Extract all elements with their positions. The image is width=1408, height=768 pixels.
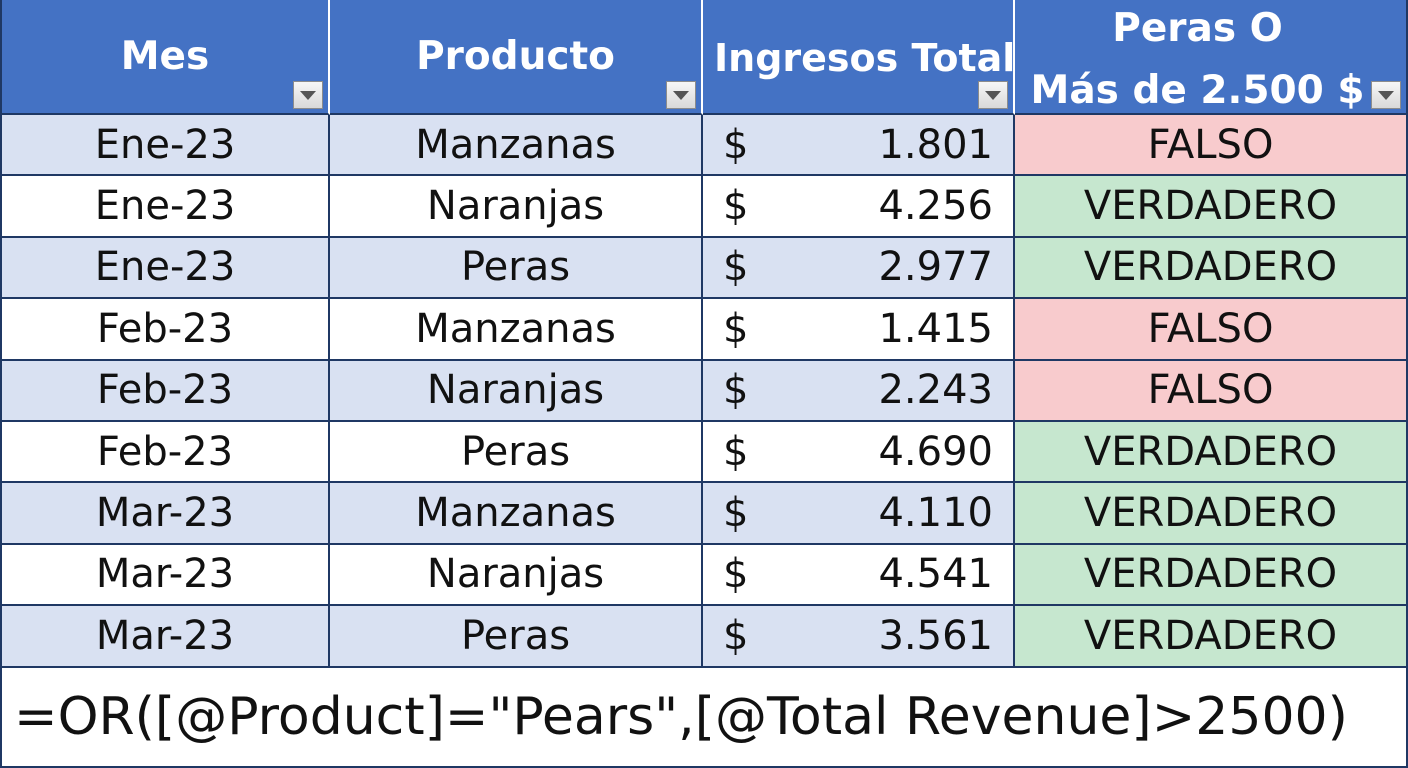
header-mes[interactable]: Mes bbox=[0, 0, 330, 115]
cell-resultado[interactable]: VERDADERO bbox=[1015, 483, 1408, 545]
header-mes-label: Mes bbox=[120, 34, 210, 79]
cell-ingresos[interactable]: $ 4.541 bbox=[703, 544, 1015, 607]
cell-resultado[interactable]: FALSO bbox=[1015, 360, 1408, 422]
ingresos-value: 4.110 bbox=[878, 490, 993, 537]
ingresos-value: 1.415 bbox=[878, 305, 993, 352]
ingresos-value: 2.977 bbox=[878, 244, 993, 291]
header-peras-o-mas[interactable]: Peras O Más de 2.500 $ bbox=[1015, 0, 1408, 115]
cell-ingresos[interactable]: $ 4.110 bbox=[703, 483, 1015, 545]
cell-resultado[interactable]: FALSO bbox=[1015, 299, 1408, 361]
chevron-down-icon bbox=[985, 90, 1001, 100]
cell-mes[interactable]: Mar-23 bbox=[0, 606, 330, 668]
cell-ingresos[interactable]: $ 2.243 bbox=[703, 360, 1015, 422]
cell-producto[interactable]: Peras bbox=[330, 421, 703, 484]
cell-mes[interactable]: Ene-23 bbox=[0, 237, 330, 300]
ingresos-value: 4.541 bbox=[878, 551, 993, 598]
header-producto[interactable]: Producto bbox=[330, 0, 703, 115]
data-table: Mes Producto Ingresos Totales Peras O Má… bbox=[0, 0, 1408, 668]
cell-mes[interactable]: Ene-23 bbox=[0, 176, 330, 238]
cell-ingresos[interactable]: $ 4.690 bbox=[703, 421, 1015, 484]
cell-resultado[interactable]: VERDADERO bbox=[1015, 176, 1408, 238]
cell-ingresos[interactable]: $ 1.415 bbox=[703, 299, 1015, 361]
cell-ingresos[interactable]: $ 2.977 bbox=[703, 237, 1015, 300]
cell-producto[interactable]: Manzanas bbox=[330, 299, 703, 361]
filter-dropdown-button-mes[interactable] bbox=[293, 81, 323, 109]
header-ingresos-label: Ingresos Totales bbox=[714, 36, 1015, 80]
header-ingresos[interactable]: Ingresos Totales bbox=[703, 0, 1015, 115]
cell-producto[interactable]: Manzanas bbox=[330, 483, 703, 545]
cell-producto[interactable]: Naranjas bbox=[330, 544, 703, 607]
currency-symbol: $ bbox=[723, 183, 749, 230]
currency-symbol: $ bbox=[723, 121, 749, 168]
cell-mes[interactable]: Ene-23 bbox=[0, 115, 330, 177]
cell-producto[interactable]: Peras bbox=[330, 237, 703, 300]
cell-mes[interactable]: Feb-23 bbox=[0, 421, 330, 484]
ingresos-value: 4.256 bbox=[878, 183, 993, 230]
cell-producto[interactable]: Naranjas bbox=[330, 360, 703, 422]
cell-ingresos[interactable]: $ 1.801 bbox=[703, 115, 1015, 177]
ingresos-value: 1.801 bbox=[878, 121, 993, 168]
cell-resultado[interactable]: VERDADERO bbox=[1015, 544, 1408, 607]
cell-mes[interactable]: Mar-23 bbox=[0, 483, 330, 545]
ingresos-value: 2.243 bbox=[878, 367, 993, 414]
header-peras-o-mas-line1: Peras O bbox=[1112, 5, 1283, 51]
cell-resultado[interactable]: FALSO bbox=[1015, 115, 1408, 177]
currency-symbol: $ bbox=[723, 367, 749, 414]
cell-resultado[interactable]: VERDADERO bbox=[1015, 237, 1408, 300]
filter-dropdown-button-producto[interactable] bbox=[666, 81, 696, 109]
currency-symbol: $ bbox=[723, 244, 749, 291]
chevron-down-icon bbox=[1378, 90, 1394, 100]
cell-ingresos[interactable]: $ 3.561 bbox=[703, 606, 1015, 668]
cell-producto[interactable]: Manzanas bbox=[330, 115, 703, 177]
ingresos-value: 4.690 bbox=[878, 428, 993, 475]
currency-symbol: $ bbox=[723, 612, 749, 659]
currency-symbol: $ bbox=[723, 551, 749, 598]
formula-text: =OR([@Product]="Pears",[@Total Revenue]>… bbox=[0, 668, 1408, 768]
cell-mes[interactable]: Feb-23 bbox=[0, 299, 330, 361]
cell-mes[interactable]: Feb-23 bbox=[0, 360, 330, 422]
cell-producto[interactable]: Naranjas bbox=[330, 176, 703, 238]
ingresos-value: 3.561 bbox=[878, 612, 993, 659]
cell-mes[interactable]: Mar-23 bbox=[0, 544, 330, 607]
cell-ingresos[interactable]: $ 4.256 bbox=[703, 176, 1015, 238]
header-peras-o-mas-line2: Más de 2.500 $ bbox=[1030, 67, 1365, 113]
filter-dropdown-button-peras-o-mas[interactable] bbox=[1371, 81, 1401, 109]
header-producto-label: Producto bbox=[416, 34, 615, 79]
chevron-down-icon bbox=[673, 90, 689, 100]
currency-symbol: $ bbox=[723, 490, 749, 537]
currency-symbol: $ bbox=[723, 428, 749, 475]
cell-resultado[interactable]: VERDADERO bbox=[1015, 421, 1408, 484]
cell-resultado[interactable]: VERDADERO bbox=[1015, 606, 1408, 668]
filter-dropdown-button-ingresos[interactable] bbox=[978, 81, 1008, 109]
currency-symbol: $ bbox=[723, 305, 749, 352]
cell-producto[interactable]: Peras bbox=[330, 606, 703, 668]
chevron-down-icon bbox=[300, 90, 316, 100]
